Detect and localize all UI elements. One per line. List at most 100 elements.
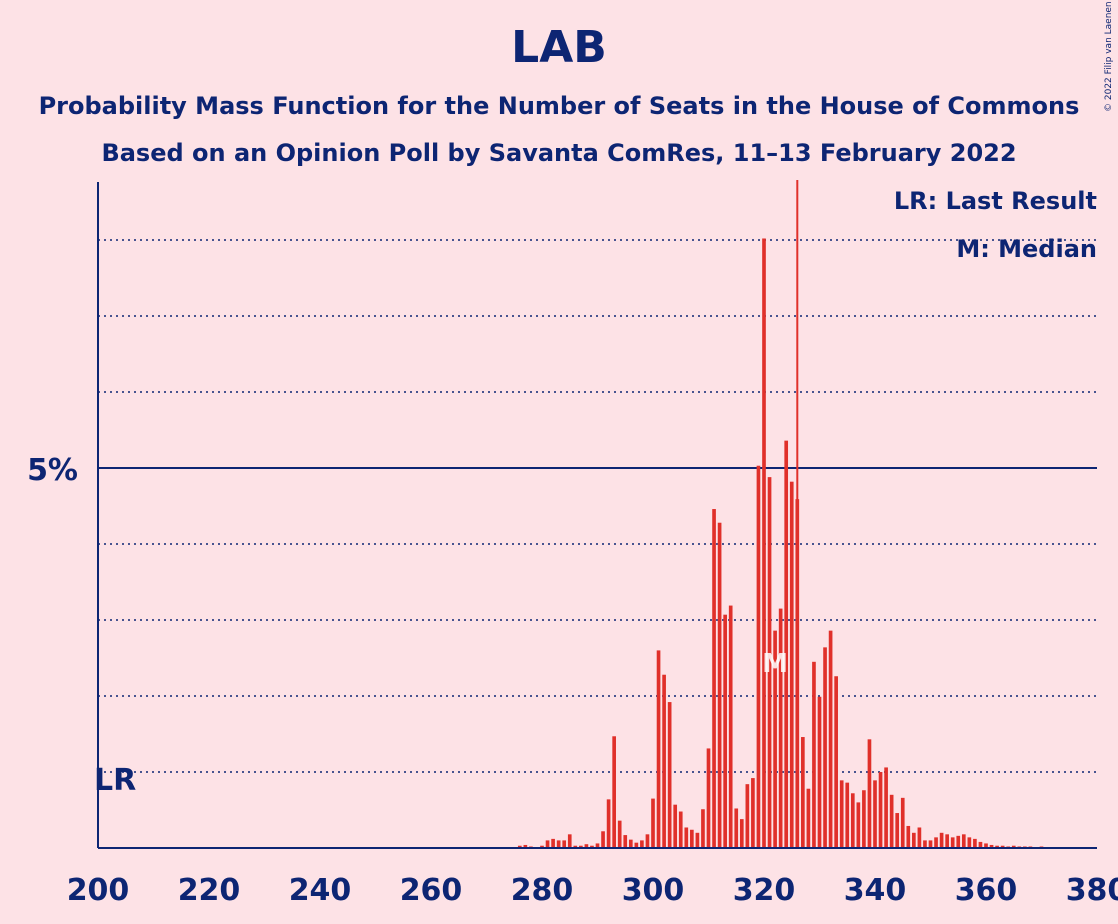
x-tick-label: 240 [289, 873, 352, 908]
bar-331 [823, 647, 827, 848]
bar-351 [934, 837, 938, 848]
bar-338 [862, 790, 866, 848]
bar-307 [690, 829, 694, 848]
bar-291 [601, 831, 605, 848]
bar-332 [828, 630, 833, 848]
bar-345 [900, 797, 905, 848]
bar-352 [939, 832, 944, 848]
bar-294 [617, 820, 622, 848]
bar-303 [667, 702, 672, 848]
bar-280 [540, 845, 544, 848]
bar-349 [923, 840, 927, 848]
bar-329 [812, 661, 816, 848]
bar-299 [645, 834, 650, 848]
x-tick-label: 220 [178, 873, 241, 908]
bar-321 [767, 477, 772, 848]
x-tick-label: 380 [1066, 873, 1118, 908]
x-tick-labels: 5% LR 200 220 240 260 280 300 320 340 360 380 [27, 453, 1118, 908]
bar-347 [912, 832, 916, 848]
bar-360 [984, 843, 988, 848]
bar-355 [956, 835, 961, 848]
bar-282 [551, 838, 555, 848]
last-result-label: LR [94, 763, 136, 798]
bar-363 [1000, 845, 1005, 848]
bar-293 [612, 736, 616, 848]
legend-median: M: Median [956, 235, 1097, 263]
chart-subtitle-source: Based on an Opinion Poll by Savanta ComR… [101, 139, 1017, 167]
bar-325 [789, 481, 794, 848]
bar-283 [556, 840, 561, 848]
median-marker: M [762, 649, 788, 679]
bar-284 [562, 840, 567, 848]
x-tick-label: 360 [955, 873, 1018, 908]
y-tick-label: 5% [27, 453, 78, 488]
bar-295 [623, 835, 628, 848]
bar-289 [590, 845, 594, 848]
bar-324 [784, 440, 789, 848]
bar-286 [573, 845, 578, 848]
bar-305 [678, 811, 683, 848]
bar-342 [884, 767, 888, 848]
bar-328 [806, 788, 811, 848]
bar-311 [712, 509, 716, 848]
bar-320 [762, 238, 766, 849]
bar-309 [701, 809, 705, 848]
bar-296 [628, 839, 633, 848]
bar-317 [745, 784, 750, 848]
bars: M [517, 180, 1060, 849]
bar-313 [723, 614, 727, 848]
bar-341 [878, 772, 883, 848]
bar-333 [834, 676, 838, 848]
bar-356 [961, 834, 966, 848]
bar-361 [989, 844, 994, 848]
bar-308 [695, 832, 700, 848]
bar-304 [673, 804, 678, 848]
bar-281 [545, 840, 550, 848]
bar-312 [717, 522, 722, 848]
bar-354 [950, 837, 955, 848]
bar-288 [584, 844, 589, 848]
bar-315 [734, 808, 739, 848]
bar-350 [928, 840, 933, 848]
bar-344 [895, 813, 900, 848]
bar-290 [595, 843, 600, 848]
legend-last-result: LR: Last Result [894, 187, 1097, 215]
bar-362 [995, 845, 999, 848]
bar-365 [1011, 845, 1016, 848]
x-tick-label: 340 [844, 873, 907, 908]
x-tick-label: 200 [67, 873, 130, 908]
bar-339 [867, 739, 872, 848]
x-tick-label: 260 [400, 873, 463, 908]
bar-336 [850, 793, 855, 848]
gridlines [98, 239, 1097, 773]
bar-330 [817, 696, 822, 848]
x-tick-label: 320 [733, 873, 796, 908]
bar-292 [606, 799, 611, 848]
bar-277 [523, 844, 528, 848]
bar-346 [906, 825, 911, 848]
bar-323 [778, 608, 783, 848]
bar-327 [801, 737, 805, 848]
bar-340 [873, 780, 877, 848]
bar-298 [640, 840, 644, 848]
chart-subtitle: Probability Mass Function for the Number… [38, 92, 1080, 120]
x-tick-label: 300 [622, 873, 685, 908]
bar-300 [651, 798, 655, 848]
bar-316 [739, 819, 744, 848]
bar-358 [973, 838, 977, 848]
bar-334 [839, 780, 844, 848]
bar-285 [567, 834, 572, 848]
bar-353 [945, 834, 949, 848]
bar-337 [856, 802, 861, 848]
bar-276 [517, 845, 522, 848]
bar-348 [917, 827, 922, 848]
bar-314 [728, 605, 733, 848]
bar-335 [845, 782, 850, 848]
bar-318 [751, 778, 755, 848]
bar-297 [634, 842, 639, 848]
bar-302 [662, 674, 666, 848]
chart-title: LAB [511, 22, 607, 73]
bar-322 [773, 630, 777, 848]
bar-359 [978, 841, 983, 848]
bar-319 [756, 465, 761, 848]
